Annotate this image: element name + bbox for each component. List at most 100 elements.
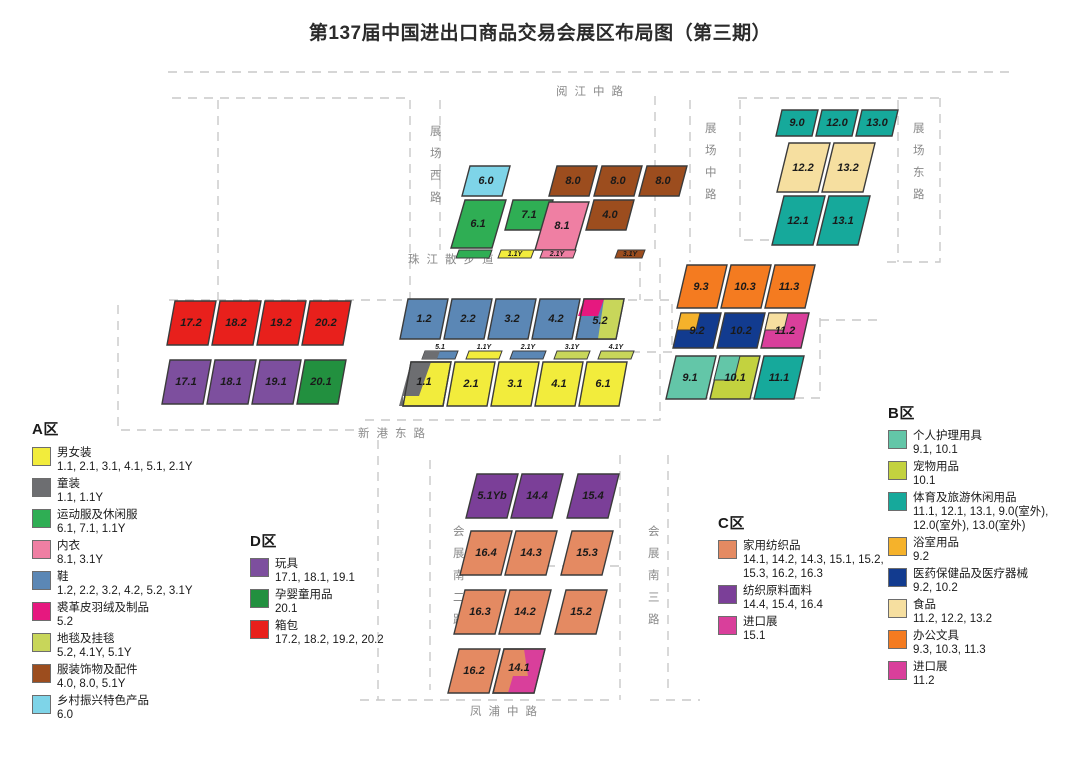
hall-label: 10.2 bbox=[730, 325, 751, 337]
legend-swatch bbox=[718, 585, 737, 604]
hall-15.1[interactable]: 14.1 bbox=[492, 648, 546, 694]
legend-item[interactable]: 乡村振兴特色产品 6.0 bbox=[32, 694, 232, 722]
hall-17.2[interactable]: 17.2 bbox=[166, 300, 217, 346]
hall-16.3[interactable]: 15.3 bbox=[560, 530, 614, 576]
legend-item[interactable]: 箱包 17.2, 18.2, 19.2, 20.2 bbox=[250, 619, 420, 647]
legend-swatch bbox=[32, 633, 51, 652]
hall-1.1[interactable]: 1.1 bbox=[399, 361, 452, 407]
hall-3.2[interactable]: 3.2 bbox=[487, 298, 537, 340]
legend-item[interactable]: 办公文具 9.3, 10.3, 11.3 bbox=[888, 629, 1073, 657]
legend-item[interactable]: 男女装 1.1, 2.1, 3.1, 4.1, 5.1, 2.1Y bbox=[32, 446, 232, 474]
hall-11.2[interactable]: 11.2 bbox=[760, 312, 810, 349]
legend-item-halls: 15.1 bbox=[743, 630, 766, 642]
legend-swatch bbox=[718, 616, 737, 635]
legend-item[interactable]: 进口展 15.1 bbox=[718, 615, 898, 643]
hall-label: 11.2 bbox=[775, 325, 796, 337]
hall-4.2[interactable]: 4.2 bbox=[531, 298, 581, 340]
hall-6.1[interactable]: 6.1 bbox=[450, 199, 507, 249]
hall-17.1[interactable]: 17.1 bbox=[161, 359, 212, 405]
hall-19.2[interactable]: 19.2 bbox=[256, 300, 307, 346]
legend-item[interactable]: 体育及旅游休闲用品 11.1, 12.1, 13.1, 9.0(室外), 12.0… bbox=[888, 491, 1073, 533]
hall-10.3[interactable]: 10.3 bbox=[720, 264, 772, 309]
hall-8.0-a[interactable]: 8.0 bbox=[548, 165, 598, 197]
legend-item[interactable]: 地毯及挂毯 5.2, 4.1Y, 5.1Y bbox=[32, 632, 232, 660]
hall-2.1Y[interactable]: 1.1Y bbox=[465, 344, 503, 360]
legend-item[interactable]: 进口展 11.2 bbox=[888, 660, 1073, 688]
hall-13.2[interactable]: 13.2 bbox=[821, 142, 876, 193]
legend-swatch bbox=[32, 540, 51, 559]
legend-item[interactable]: 纺织原料面料 14.4, 15.4, 16.4 bbox=[718, 584, 898, 612]
legend-item[interactable]: 玩具 17.1, 18.1, 19.1 bbox=[250, 557, 420, 585]
legend-item[interactable]: 食品 11.2, 12.2, 13.2 bbox=[888, 598, 1073, 626]
hall-label: 5.2 bbox=[592, 315, 607, 327]
hall-14.1[interactable]: 16.2 bbox=[447, 648, 501, 694]
hall-20.1[interactable]: 20.1 bbox=[296, 359, 347, 405]
legend-item[interactable]: 运动服及休闲服 6.1, 7.1, 1.1Y bbox=[32, 508, 232, 536]
hall-4.1[interactable]: 4.1 bbox=[534, 361, 584, 407]
hall-2.1Y-strip[interactable]: 1.1Y bbox=[497, 249, 535, 259]
legend-item[interactable]: 浴室用品 9.2 bbox=[888, 536, 1073, 564]
legend-item-name: 玩具 bbox=[275, 558, 298, 570]
legend-item[interactable]: 医药保健品及医疗器械 9.2, 10.2 bbox=[888, 567, 1073, 595]
hall-3.1[interactable]: 3.1 bbox=[490, 361, 540, 407]
legend-item[interactable]: 家用纺织品 14.1, 14.2, 14.3, 15.1, 15.2, 15.3,… bbox=[718, 539, 898, 581]
hall-13.0[interactable]: 13.0 bbox=[855, 109, 899, 137]
hall-15.4[interactable]: 14.4 bbox=[510, 473, 564, 519]
hall-18.2[interactable]: 18.2 bbox=[211, 300, 262, 346]
hall-8.0-b[interactable]: 8.0 bbox=[593, 165, 643, 197]
hall-11.1[interactable]: 11.1 bbox=[753, 355, 805, 400]
legend-item[interactable]: 内衣 8.1, 3.1Y bbox=[32, 539, 232, 567]
legend-item[interactable]: 鞋 1.2, 2.2, 3.2, 4.2, 5.2, 3.1Y bbox=[32, 570, 232, 598]
legend-item-halls: 9.2, 10.2 bbox=[913, 582, 958, 594]
legend-item-halls: 1.2, 2.2, 3.2, 4.2, 5.2, 3.1Y bbox=[57, 585, 193, 597]
hall-19.1[interactable]: 19.1 bbox=[251, 359, 302, 405]
hall-2.2[interactable]: 2.2 bbox=[443, 298, 493, 340]
hall-3.1Y[interactable]: 2.1Y bbox=[509, 344, 547, 360]
hall-5.1[interactable]: 6.1 bbox=[578, 361, 628, 407]
hall-9.1[interactable]: 9.1 bbox=[665, 355, 717, 400]
hall-14.4[interactable]: 5.1Yb bbox=[465, 473, 519, 519]
hall-16.4[interactable]: 15.4 bbox=[566, 473, 620, 519]
legend-item[interactable]: 孕婴童用品 20.1 bbox=[250, 588, 420, 616]
hall-label: 3.2 bbox=[504, 313, 519, 325]
hall-13.1[interactable]: 13.1 bbox=[816, 195, 871, 246]
legend-item[interactable]: 个人护理用具 9.1, 10.1 bbox=[888, 429, 1073, 457]
hall-label: 12.2 bbox=[792, 162, 813, 174]
hall-16.2[interactable]: 15.2 bbox=[554, 589, 608, 635]
hall-3.1Y-strip[interactable]: 2.1Y bbox=[539, 249, 577, 259]
hall-9.0[interactable]: 9.0 bbox=[775, 109, 819, 137]
hall-10.1[interactable]: 10.1 bbox=[709, 355, 761, 400]
hall-12.0[interactable]: 12.0 bbox=[815, 109, 859, 137]
hall-1.1Y[interactable]: 5.1 bbox=[421, 344, 459, 360]
hall-11.3[interactable]: 11.3 bbox=[764, 264, 816, 309]
hall-9.2[interactable]: 9.2 bbox=[672, 312, 722, 349]
hall-4.1Y[interactable]: 3.1Y bbox=[553, 344, 591, 360]
hall-5.1Y-strip[interactable]: 3.1Y bbox=[614, 249, 646, 259]
legend-item-name: 童装 bbox=[57, 478, 80, 490]
hall-14.3[interactable]: 16.4 bbox=[459, 530, 513, 576]
legend-item[interactable]: 童装 1.1, 1.1Y bbox=[32, 477, 232, 505]
hall-8.0-c[interactable]: 8.0 bbox=[638, 165, 688, 197]
hall-12.2[interactable]: 12.2 bbox=[776, 142, 831, 193]
hall-1.2[interactable]: 1.2 bbox=[399, 298, 449, 340]
hall-6.0[interactable]: 6.0 bbox=[461, 165, 511, 197]
hall-5.2[interactable]: 5.2 bbox=[575, 298, 625, 340]
hall-4.0[interactable]: 4.0 bbox=[585, 199, 635, 231]
hall-2.1[interactable]: 2.1 bbox=[446, 361, 496, 407]
hall-18.1[interactable]: 18.1 bbox=[206, 359, 257, 405]
legend-item-name: 纺织原料面料 bbox=[743, 585, 812, 597]
hall-10.2[interactable]: 10.2 bbox=[716, 312, 766, 349]
hall-20.2[interactable]: 20.2 bbox=[301, 300, 352, 346]
hall-label: 3.1 bbox=[507, 378, 522, 390]
hall-5.1Y[interactable]: 4.1Y bbox=[597, 344, 635, 360]
hall-15.2[interactable]: 14.2 bbox=[498, 589, 552, 635]
hall-1.1Y-strip[interactable] bbox=[455, 249, 493, 259]
legend-item[interactable]: 服装饰物及配件 4.0, 8.0, 5.1Y bbox=[32, 663, 232, 691]
hall-label: 19.1 bbox=[265, 376, 286, 388]
hall-12.1[interactable]: 12.1 bbox=[771, 195, 826, 246]
hall-14.2[interactable]: 16.3 bbox=[453, 589, 507, 635]
hall-9.3[interactable]: 9.3 bbox=[676, 264, 728, 309]
hall-15.3[interactable]: 14.3 bbox=[504, 530, 558, 576]
legend-item[interactable]: 裘革皮羽绒及制品 5.2 bbox=[32, 601, 232, 629]
legend-item[interactable]: 宠物用品 10.1 bbox=[888, 460, 1073, 488]
